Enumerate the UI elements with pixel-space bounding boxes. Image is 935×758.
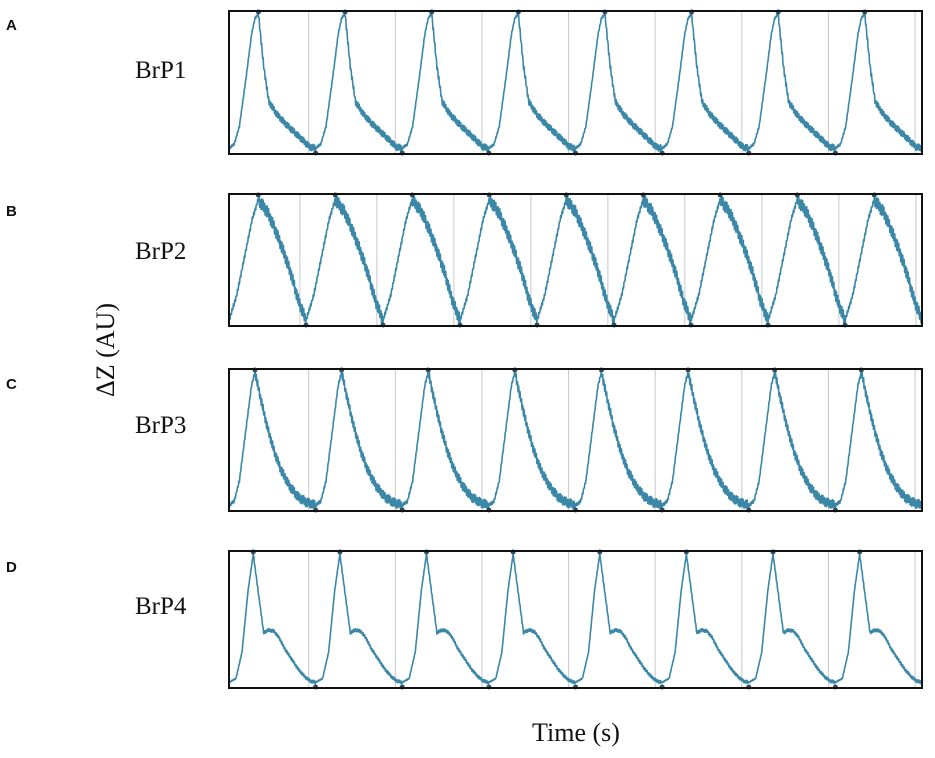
panel-d-frame (228, 550, 923, 689)
panel-a: A BrP1 (6, 9, 923, 156)
panel-d: D BrP4 (6, 549, 923, 690)
panel-d-title: BrP4 (135, 593, 187, 620)
panel-b-trace (228, 196, 923, 324)
panel-b-frame (228, 193, 923, 327)
panel-c: C BrP3 (6, 367, 923, 513)
panel-d-trace (228, 553, 923, 685)
panel-c-letter: C (6, 376, 17, 393)
panel-a-letter: A (6, 17, 17, 34)
panel-b-title: BrP2 (135, 238, 186, 265)
panel-c-trace (228, 371, 923, 509)
panel-c-title: BrP3 (135, 412, 186, 439)
panels: A BrP1 B BrP2 C BrP3 D BrP4 (6, 9, 923, 690)
panel-b-letter: B (6, 203, 17, 220)
x-axis-label: Time (s) (532, 718, 620, 747)
panel-a-title: BrP1 (135, 57, 186, 84)
panel-a-frame (228, 10, 923, 155)
panel-c-frame (228, 368, 923, 512)
panel-b: B BrP2 (6, 192, 923, 328)
panel-d-letter: D (6, 559, 17, 576)
y-axis-label: ΔZ (AU) (91, 303, 120, 397)
